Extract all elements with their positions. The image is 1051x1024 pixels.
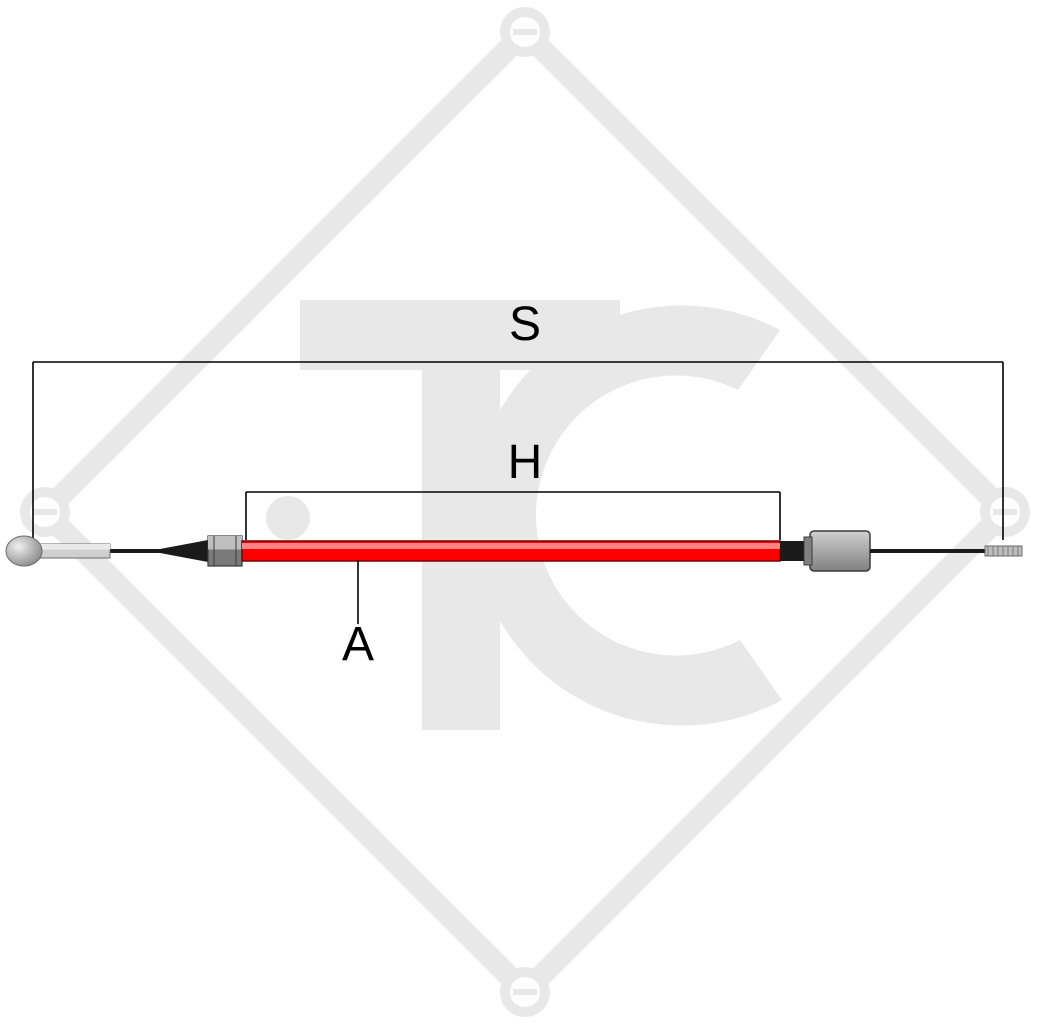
label-a: A: [342, 618, 374, 671]
label-h: H: [508, 436, 543, 489]
watermark: [25, 12, 1025, 1012]
ball-end: [6, 536, 42, 566]
metal-end: [810, 531, 870, 571]
label-s: S: [509, 298, 541, 351]
red-sheath: [242, 541, 780, 561]
